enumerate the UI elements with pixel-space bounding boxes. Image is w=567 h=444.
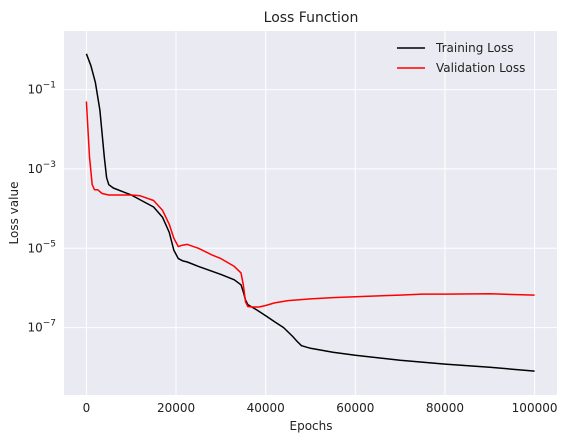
y-tick-label: 10−7	[27, 319, 56, 335]
x-tick-label: 100000	[512, 401, 558, 415]
x-tick-label: 40000	[247, 401, 285, 415]
series-line-training-loss	[85, 53, 535, 372]
y-axis-ticks: 10−1 10−3 10−5 10−7	[27, 81, 56, 335]
y-tick-label: 10−1	[27, 81, 56, 97]
legend: Training Loss Validation Loss	[397, 41, 525, 75]
y-axis-label: Loss value	[7, 182, 21, 245]
series-layer	[85, 53, 535, 372]
x-tick-label: 0	[83, 401, 91, 415]
x-axis-ticks: 0 20000 40000 60000 80000 100000	[83, 401, 558, 415]
series-line-validation-loss	[85, 101, 535, 308]
grid	[64, 31, 557, 395]
chart-title: Loss Function	[264, 10, 359, 26]
x-tick-label: 80000	[426, 401, 464, 415]
legend-label: Validation Loss	[436, 61, 525, 75]
y-tick-label: 10−5	[27, 239, 56, 255]
legend-label: Training Loss	[435, 41, 513, 55]
y-tick-label: 10−3	[27, 160, 56, 176]
x-tick-label: 20000	[157, 401, 195, 415]
x-axis-label: Epochs	[290, 419, 333, 433]
plot-area	[64, 31, 557, 395]
x-tick-label: 60000	[336, 401, 374, 415]
